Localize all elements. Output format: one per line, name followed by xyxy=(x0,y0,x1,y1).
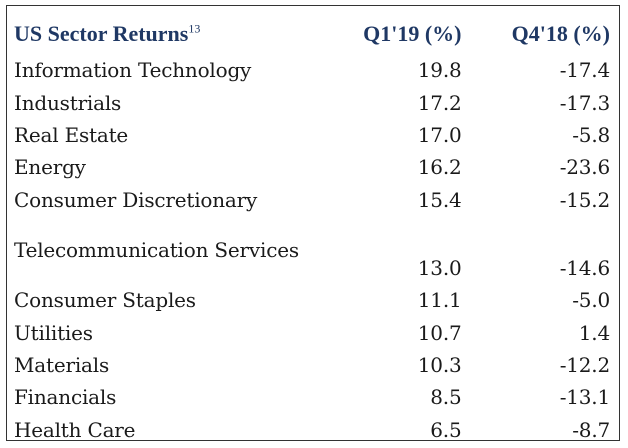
table-title-text: US Sector Returns xyxy=(14,21,189,46)
q4-2018-value: -5.8 xyxy=(572,122,610,147)
table-row: Financials 8.5 -13.1 xyxy=(14,381,610,413)
header-row: US Sector Returns13 Q1'19 (%) Q4'18 (%) xyxy=(14,14,610,54)
sector-name: Telecommunication Services xyxy=(14,237,299,262)
q1-2019-value: 8.5 xyxy=(430,385,462,410)
table-row: Consumer Discretionary 15.4 -15.2 xyxy=(14,184,610,216)
sector-returns-table: US Sector Returns13 Q1'19 (%) Q4'18 (%) … xyxy=(14,14,610,446)
q4-2018-value: -15.2 xyxy=(559,187,610,212)
q1-2019-value: 15.4 xyxy=(417,187,462,212)
sector-name: Financials xyxy=(14,385,117,410)
sector-name: Information Technology xyxy=(14,58,252,83)
q1-2019-value: 10.3 xyxy=(417,352,462,377)
sector-name: Energy xyxy=(14,155,86,180)
q1-2019-value: 11.1 xyxy=(417,288,462,313)
q4-2018-value: -5.0 xyxy=(572,288,610,313)
sector-name: Materials xyxy=(14,352,110,377)
q1-2019-value: 17.0 xyxy=(417,122,462,147)
q4-2018-value: -23.6 xyxy=(559,155,610,180)
sector-name: Health Care xyxy=(14,417,136,442)
q1-2019-value: 10.7 xyxy=(417,320,462,345)
table-frame xyxy=(6,5,620,441)
sector-name: Industrials xyxy=(14,90,122,115)
q1-2019-value: 19.8 xyxy=(417,58,462,83)
table-row: Materials 10.3 -12.2 xyxy=(14,349,610,381)
table-row: Real Estate 17.0 -5.8 xyxy=(14,119,610,151)
q4-2018-value: -13.1 xyxy=(559,385,610,410)
table-row: Health Care 6.5 -8.7 xyxy=(14,414,610,446)
column-header-q4-2018: Q4'18 (%) xyxy=(511,21,610,46)
table-row: Consumer Staples 11.1 -5.0 xyxy=(14,284,610,316)
q4-2018-value: 1.4 xyxy=(578,320,610,345)
q1-2019-value: 16.2 xyxy=(417,155,462,180)
sector-name: Real Estate xyxy=(14,122,129,147)
sector-name: Consumer Staples xyxy=(14,288,196,313)
table-row: Energy 16.2 -23.6 xyxy=(14,151,610,183)
q4-2018-value: -12.2 xyxy=(559,352,610,377)
table-row: Telecommunication Services 13.0 -14.6 xyxy=(14,216,610,284)
column-header-q1-2019: Q1'19 (%) xyxy=(363,21,462,46)
table-row: Industrials 17.2 -17.3 xyxy=(14,86,610,118)
sector-name: Utilities xyxy=(14,320,93,345)
table-title: US Sector Returns13 xyxy=(14,14,337,54)
sector-name: Consumer Discretionary xyxy=(14,187,258,212)
q4-2018-value: -17.3 xyxy=(559,90,610,115)
q4-2018-value: -14.6 xyxy=(559,255,610,280)
table-row: Utilities 10.7 1.4 xyxy=(14,316,610,348)
q4-2018-value: -8.7 xyxy=(572,417,610,442)
q1-2019-value: 6.5 xyxy=(430,417,462,442)
footnote-marker: 13 xyxy=(188,21,201,36)
q4-2018-value: -17.4 xyxy=(559,58,610,83)
table-row: Information Technology 19.8 -17.4 xyxy=(14,54,610,86)
q1-2019-value: 13.0 xyxy=(417,255,462,280)
q1-2019-value: 17.2 xyxy=(417,90,462,115)
